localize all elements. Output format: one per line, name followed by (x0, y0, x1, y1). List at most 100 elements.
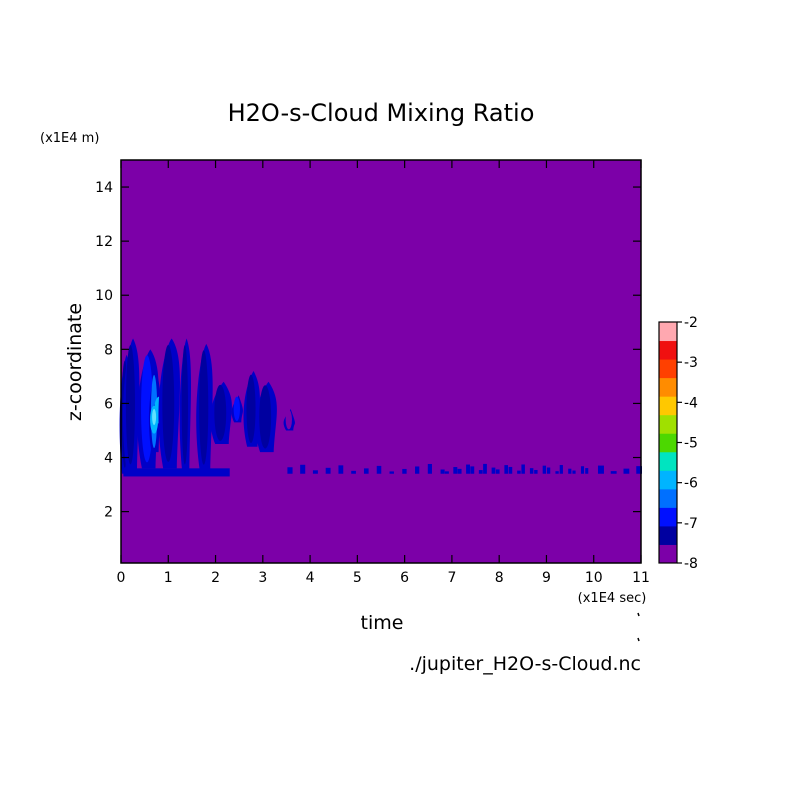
cloud-base-band (123, 468, 230, 477)
cloud-base-speck (517, 470, 521, 474)
cloud-base-speck (300, 464, 306, 474)
colorbar-tick-label: -8 (684, 556, 698, 572)
y-tick-label: 6 (104, 396, 113, 412)
cloud-base-speck (427, 463, 432, 474)
x-tick-label: 2 (211, 570, 220, 586)
cloud-base-speck (466, 464, 470, 474)
cloud-feature-core (285, 409, 292, 430)
cloud-base-speck (580, 466, 585, 474)
y-unit-label: (x1E4 m) (40, 131, 99, 146)
colorbar-swatch (659, 359, 677, 379)
cloud-base-speck (325, 467, 331, 474)
colorbar-swatch (659, 322, 677, 342)
plot-frame (120, 159, 642, 564)
cloud-base-speck (542, 465, 547, 474)
y-tick-label: 8 (104, 342, 113, 358)
colorbar-swatch (659, 396, 677, 416)
cloud-base-speck (572, 470, 576, 474)
colorbar-swatch (659, 414, 677, 434)
colorbar-tick-label: -3 (684, 355, 698, 371)
cloud-feature-core (214, 384, 227, 441)
cloud-base-speck (483, 463, 487, 474)
cloud-base-speck (585, 468, 589, 474)
cloud-base-speck (444, 471, 449, 474)
cloud-feature-core (233, 396, 240, 422)
x-unit-label: (x1E4 sec) (578, 591, 647, 606)
cloud-base-speck (287, 467, 293, 474)
cloud-base-speck (478, 470, 483, 474)
cloud-base-speck (636, 466, 642, 474)
cloud-feature-core (246, 374, 256, 443)
x-tick-label: 10 (585, 570, 603, 586)
cloud-base-speck (521, 464, 525, 474)
cloud-feature-core (162, 345, 175, 462)
x-tick-label: 1 (164, 570, 173, 586)
cloud-base-speck (610, 471, 617, 474)
cloud-base-speck (351, 470, 356, 474)
y-tick-label: 10 (95, 288, 113, 304)
colorbar-swatch (659, 470, 677, 490)
cloud-base-speck (338, 465, 344, 474)
cloud-base-speck (534, 469, 538, 474)
source-file-label: ./jupiter_H2O-s-Cloud.nc (409, 653, 641, 675)
colorbar-swatch (659, 544, 677, 564)
cloud-base-speck (559, 465, 563, 474)
x-tick-label: 0 (117, 570, 126, 586)
cloud-base-speck (508, 466, 513, 474)
y-tick-label: 2 (104, 505, 113, 521)
colorbar-swatch (659, 525, 677, 545)
cloud-base-speck (440, 469, 445, 474)
field-background (121, 160, 641, 563)
cloud-base-speck (402, 468, 407, 474)
cloud-base-speck (555, 471, 559, 474)
colorbar-swatch (659, 340, 677, 360)
cloud-feature-core (199, 350, 209, 465)
x-tick-label: 5 (353, 570, 362, 586)
x-tick-label: 11 (632, 570, 650, 586)
cloud-base-speck (529, 468, 534, 474)
cloud-base-speck (453, 467, 458, 474)
cloud-base-speck (491, 467, 496, 474)
cloud-base-speck (623, 468, 630, 474)
cloud-base-speck (470, 466, 475, 474)
y-tick-label: 4 (104, 451, 113, 467)
cloud-base-speck (376, 465, 382, 474)
colorbar-tick-label: -4 (684, 395, 698, 411)
x-axis-label: time (361, 612, 404, 634)
cloud-feature-core (181, 345, 188, 465)
cloud-base-speck (597, 465, 604, 474)
cloud-base-speck (568, 468, 572, 474)
colorbar: -2 -3 -4 -5 -6 -7 -8 (658, 315, 698, 572)
cloud-base-speck (363, 468, 369, 474)
x-tick-label: 8 (495, 570, 504, 586)
colorbar-swatch (659, 377, 677, 397)
colorbar-tick-label: -2 (684, 315, 698, 331)
cloud-base-speck (495, 469, 500, 474)
x-tick-label: 9 (542, 570, 551, 586)
cloud-base-speck (546, 467, 551, 474)
colorbar-swatch (659, 488, 677, 508)
colorbar-tick-label: -6 (684, 476, 698, 492)
y-tick-label: 14 (95, 180, 113, 196)
small-marker (637, 612, 640, 642)
chart-title: H2O-s-Cloud Mixing Ratio (228, 99, 535, 127)
cloud-base-speck (389, 471, 394, 474)
y-tick-label: 12 (95, 234, 113, 250)
cloud-feature-core (125, 345, 136, 465)
y-axis-label: z-coordinate (64, 303, 86, 421)
x-tick-label: 7 (447, 570, 456, 586)
cloud-peak-core (152, 408, 157, 425)
cloud-feature-core (259, 385, 272, 449)
colorbar-swatch (659, 507, 677, 527)
colorbar-tick-label: -5 (684, 436, 698, 452)
x-tick-label: 3 (258, 570, 267, 586)
cloud-base-speck (504, 465, 509, 474)
cloud-base-speck (457, 468, 462, 474)
cloud-base-speck (415, 466, 420, 474)
cloud-base-speck (312, 470, 318, 474)
x-tick-label: 4 (306, 570, 315, 586)
x-tick-label: 6 (400, 570, 409, 586)
colorbar-swatch (659, 451, 677, 471)
